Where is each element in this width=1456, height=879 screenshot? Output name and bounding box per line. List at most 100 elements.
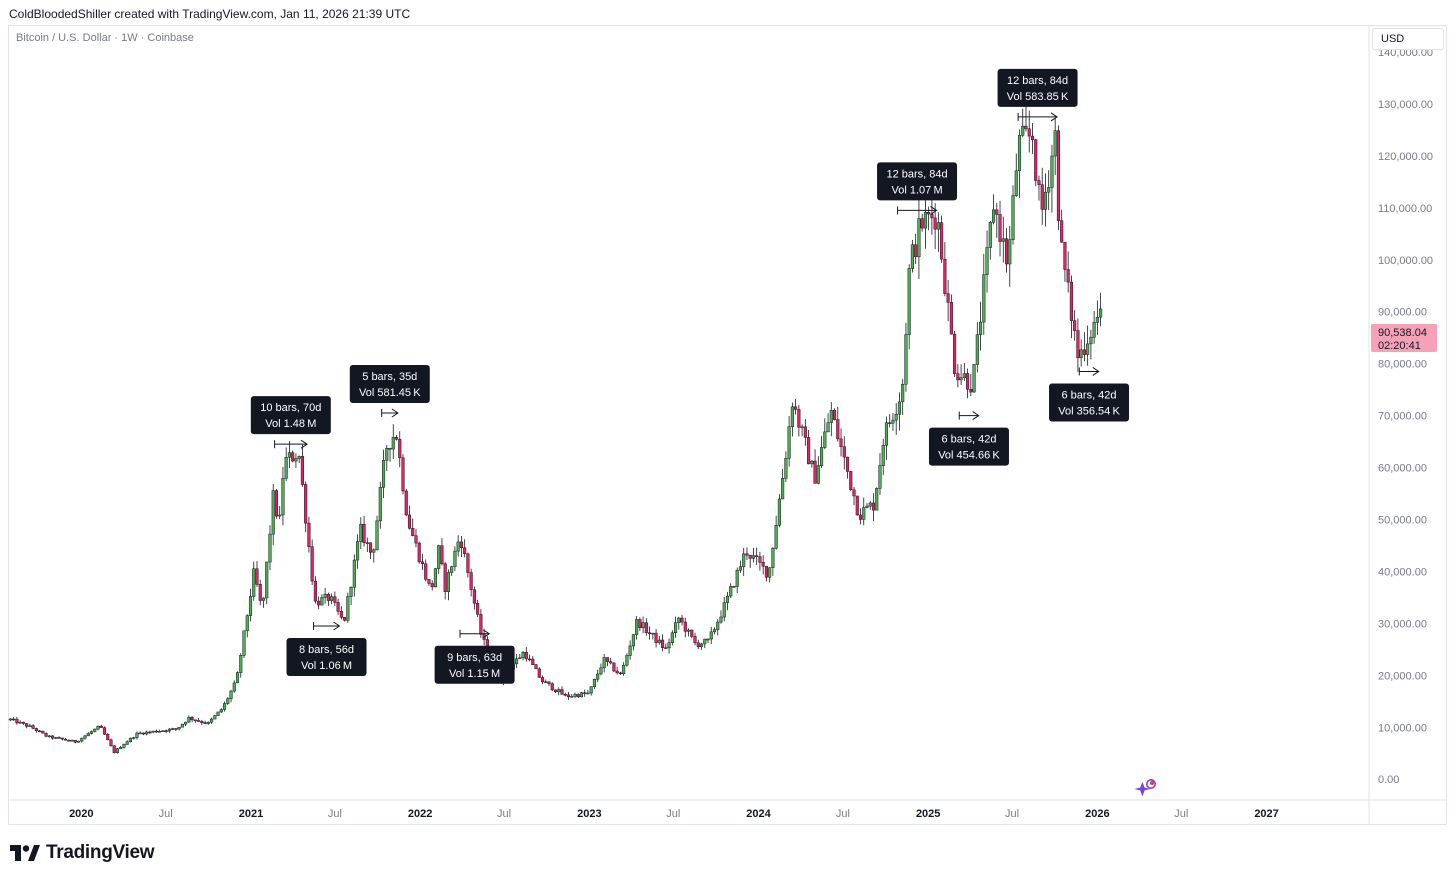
candle-down bbox=[612, 662, 616, 672]
candle-up bbox=[674, 622, 678, 634]
symbol-title[interactable]: Bitcoin / U.S. Dollar · 1W · Coinbase bbox=[16, 32, 194, 44]
price-tick-label: 10,000.00 bbox=[1378, 722, 1427, 734]
candle-up bbox=[229, 690, 233, 699]
candle-up bbox=[346, 596, 350, 621]
measurement-label-volume: Vol 581.45 K bbox=[359, 387, 421, 399]
price-tick-label: 110,000.00 bbox=[1378, 203, 1432, 215]
candle-up bbox=[677, 617, 681, 623]
candle-up bbox=[897, 401, 901, 415]
price-axis[interactable]: 0.00 10,000.00 20,000.00 30,000.00 40,000.00… bbox=[1378, 47, 1433, 786]
sparkle-icon[interactable] bbox=[1134, 779, 1156, 797]
candle-up bbox=[356, 541, 360, 561]
candle-up bbox=[777, 498, 781, 526]
candle-down bbox=[57, 737, 61, 739]
measurement-label-volume: Vol 1.48 M bbox=[265, 418, 316, 430]
candle-up bbox=[70, 739, 74, 742]
candle-up bbox=[83, 735, 87, 739]
currency-selector[interactable]: USD bbox=[1372, 28, 1444, 50]
candle-up bbox=[917, 218, 921, 258]
candle-down bbox=[300, 456, 304, 485]
candle-up bbox=[1050, 155, 1054, 188]
candle-up bbox=[161, 730, 165, 732]
candle-down bbox=[1034, 139, 1038, 181]
candle-up bbox=[242, 630, 246, 656]
candle-up bbox=[910, 244, 914, 269]
candle-down bbox=[758, 556, 762, 563]
candle-up bbox=[446, 572, 450, 592]
candle-up bbox=[703, 638, 707, 645]
candle-up bbox=[991, 209, 996, 223]
candle-down bbox=[1024, 125, 1028, 130]
candle-up bbox=[768, 567, 772, 578]
candle-up bbox=[771, 548, 775, 568]
measurement-label-volume: Vol 1.06 M bbox=[301, 660, 352, 672]
candle-up bbox=[54, 737, 58, 739]
candle-up bbox=[907, 268, 911, 335]
candle-down bbox=[427, 579, 431, 584]
candle-up bbox=[625, 655, 629, 666]
candle-up bbox=[865, 505, 869, 508]
candle-up bbox=[171, 728, 175, 730]
candle-down bbox=[797, 409, 801, 428]
candle-down bbox=[566, 694, 571, 697]
candle-up bbox=[735, 569, 739, 587]
last-price-label: 90,538.04 02:20:41 bbox=[1371, 324, 1437, 352]
time-tick-label: 2021 bbox=[239, 808, 263, 820]
candle-down bbox=[339, 611, 343, 618]
time-axis[interactable]: 2020 Jul 2021 Jul 2022 Jul 2023 Jul 2024 Jul 2025 J… bbox=[69, 808, 1279, 820]
candle-up bbox=[1079, 349, 1083, 358]
candle-up bbox=[80, 737, 84, 742]
candle-down bbox=[21, 721, 25, 724]
candle-down bbox=[609, 661, 613, 664]
candle-up bbox=[281, 478, 285, 516]
time-tick-label: 2027 bbox=[1254, 808, 1278, 820]
candle-down bbox=[362, 524, 366, 543]
tradingview-logo[interactable]: TradingView bbox=[10, 842, 155, 864]
time-tick-label: Jul bbox=[836, 808, 850, 820]
candle-down bbox=[420, 561, 425, 564]
measurement-label-volume: Vol 583.85 K bbox=[1007, 91, 1069, 103]
candle-down bbox=[563, 694, 567, 696]
candle-up bbox=[635, 619, 639, 635]
candle-down bbox=[527, 658, 532, 661]
candle-down bbox=[605, 657, 609, 662]
candle-down bbox=[313, 580, 317, 602]
candle-down bbox=[1030, 135, 1035, 140]
price-tick-label: 100,000.00 bbox=[1378, 255, 1433, 267]
candle-down bbox=[807, 437, 811, 465]
candle-up bbox=[128, 737, 132, 743]
candle-up bbox=[657, 639, 661, 643]
candle-up bbox=[138, 732, 142, 735]
candle-up bbox=[904, 334, 908, 385]
candle-up bbox=[119, 747, 123, 750]
candle-up bbox=[774, 525, 778, 549]
time-tick-label: Jul bbox=[666, 808, 680, 820]
candle-up bbox=[1011, 195, 1015, 240]
candle-down bbox=[836, 419, 840, 440]
candle-down bbox=[112, 745, 116, 753]
candle-up bbox=[706, 638, 710, 641]
candle-up bbox=[975, 334, 979, 365]
candle-up bbox=[579, 692, 584, 698]
candle-up bbox=[450, 566, 454, 573]
candle-down bbox=[745, 553, 749, 556]
candle-up bbox=[216, 711, 220, 716]
time-tick-label: Jul bbox=[1174, 808, 1188, 820]
candle-down bbox=[920, 218, 924, 229]
candle-up bbox=[28, 725, 32, 727]
candle-down bbox=[317, 600, 321, 606]
candle-down bbox=[1037, 180, 1041, 185]
candle-down bbox=[690, 629, 694, 637]
candle-down bbox=[411, 528, 415, 536]
measurement-label-box bbox=[997, 68, 1078, 107]
candle-up bbox=[573, 694, 577, 697]
measurement-label-bars: 8 bars, 56d bbox=[299, 644, 354, 656]
candle-up bbox=[641, 622, 645, 629]
candle-up bbox=[521, 652, 525, 659]
tradingview-logo-icon bbox=[10, 845, 40, 861]
candle-up bbox=[1047, 187, 1051, 193]
candle-down bbox=[949, 301, 953, 335]
candle-up bbox=[352, 559, 356, 588]
candle-up bbox=[219, 709, 223, 713]
